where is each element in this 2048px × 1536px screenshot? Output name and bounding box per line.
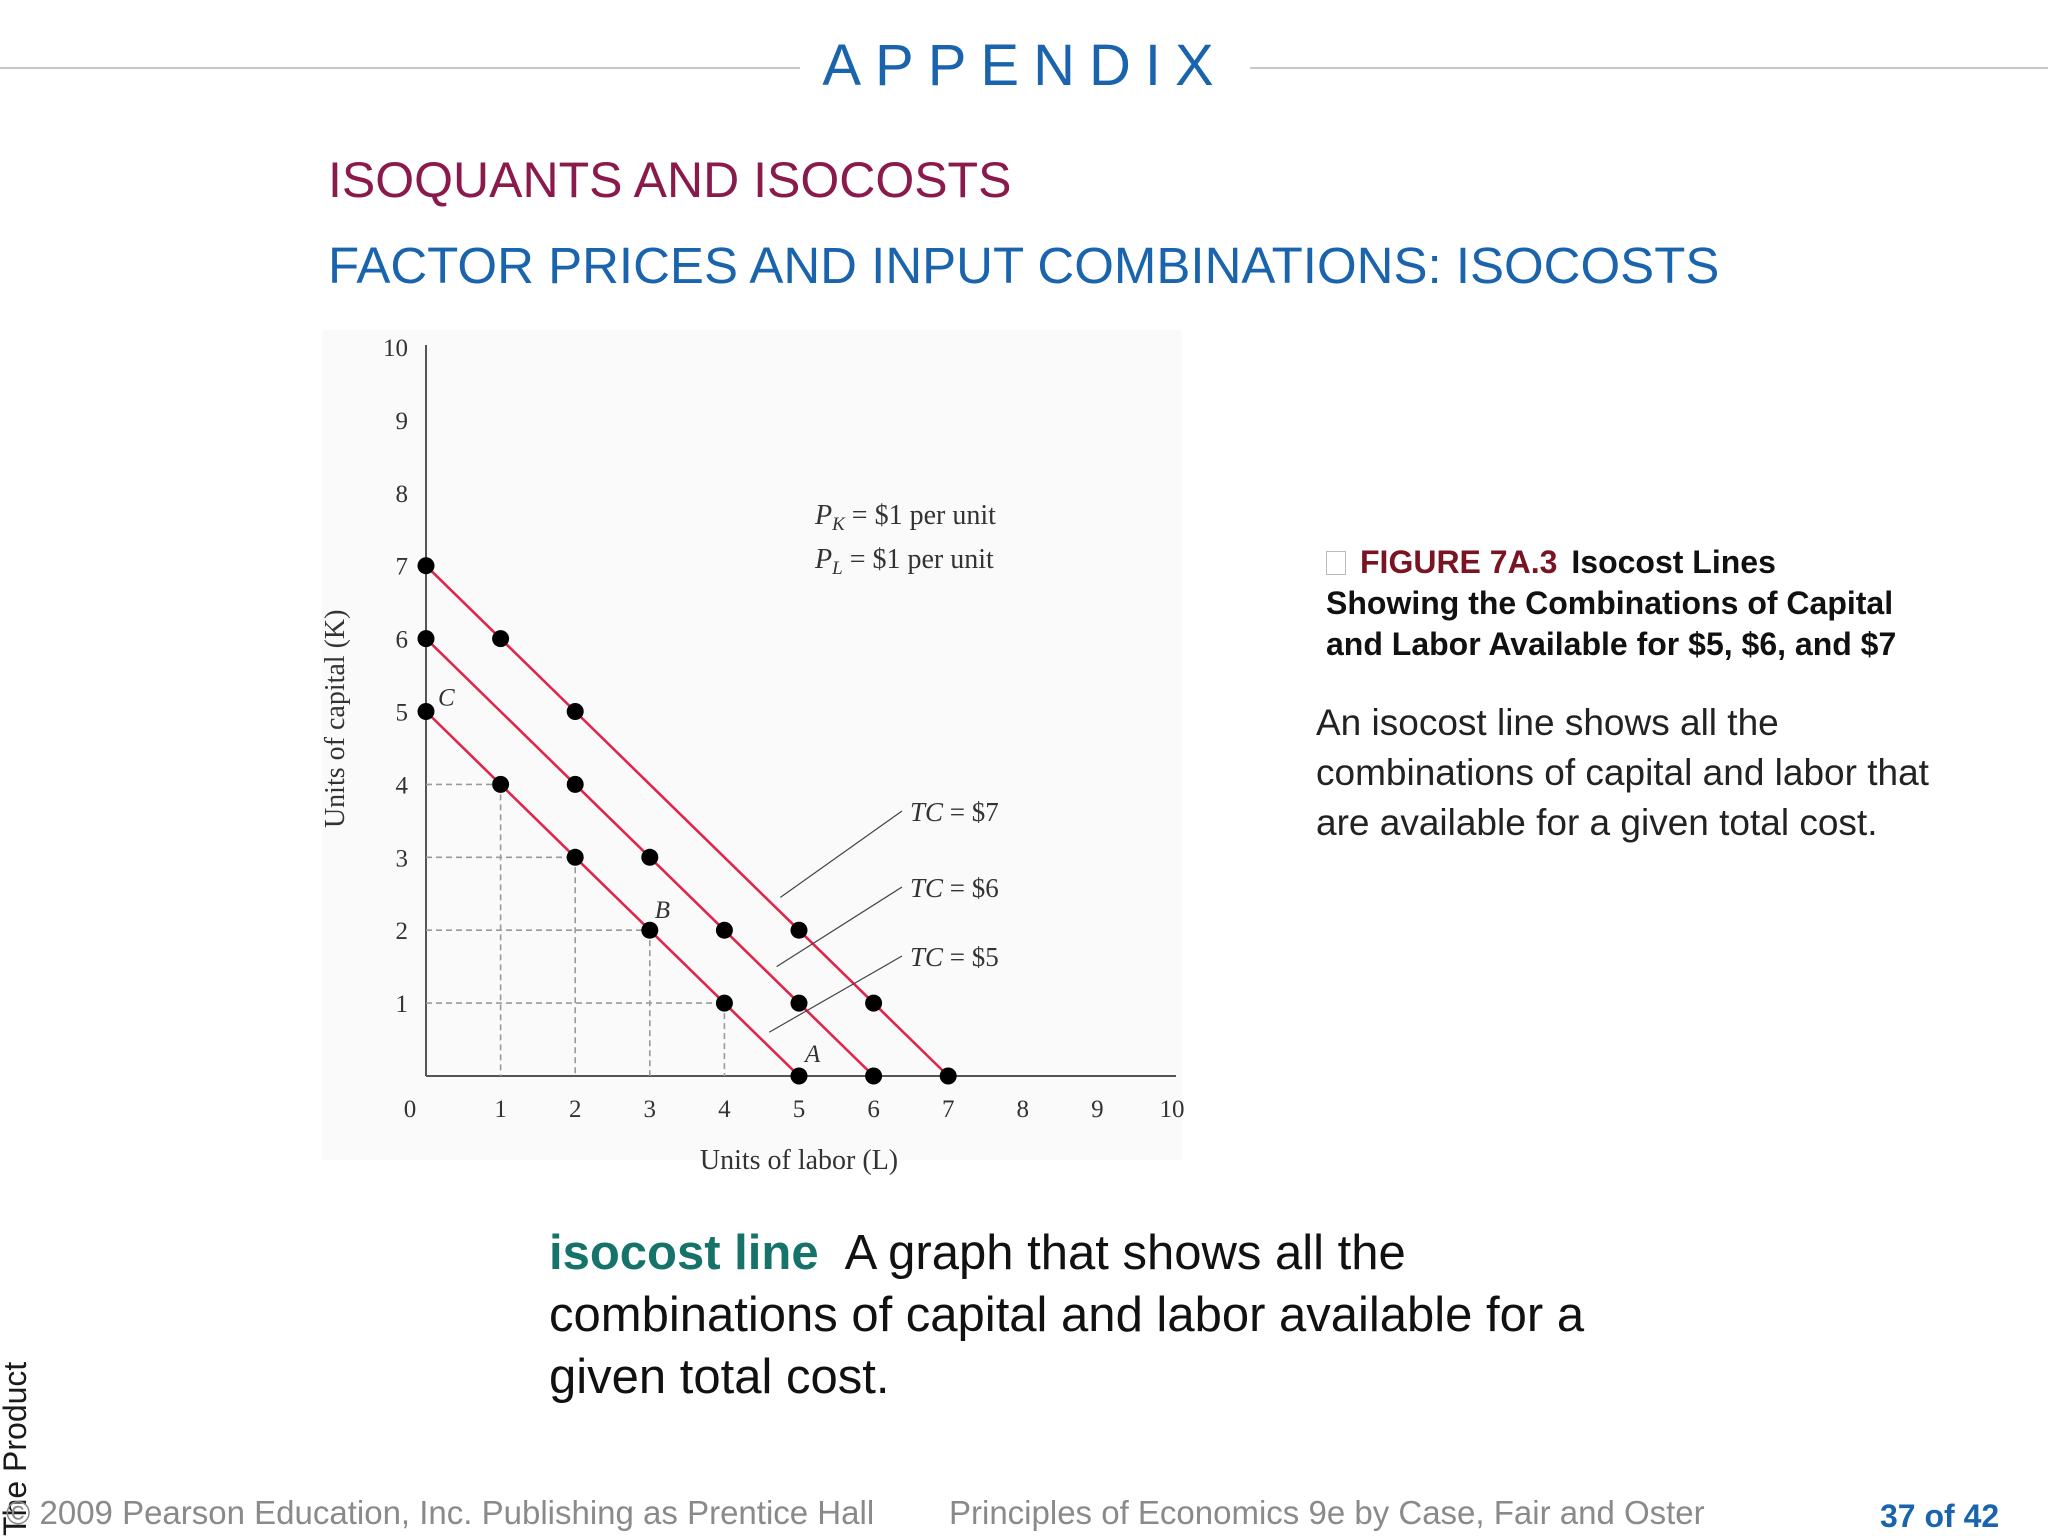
- x-tick-label: 9: [1091, 1096, 1104, 1123]
- data-point: [492, 630, 510, 648]
- y-tick-label: 5: [396, 700, 409, 727]
- isocost-line-2: [425, 710, 800, 1077]
- y-tick-label: 3: [396, 845, 409, 872]
- slide-title: ISOQUANTS AND ISOCOSTS: [328, 152, 1012, 208]
- x-tick-label: 0: [404, 1096, 417, 1123]
- price-label-0: PK = $1 per unit: [814, 500, 996, 535]
- data-point: [790, 921, 808, 939]
- isocost-line-0: [425, 564, 950, 1077]
- slide-subtitle: FACTOR PRICES AND INPUT COMBINATIONS: IS…: [328, 237, 1720, 294]
- y-tick-label: 9: [396, 408, 409, 435]
- figure-description: An isocost line shows all the combinatio…: [1316, 702, 1929, 843]
- y-tick-label: 4: [396, 772, 409, 799]
- data-point: [715, 994, 733, 1012]
- data-point: [641, 921, 659, 939]
- data-point: [417, 557, 435, 575]
- x-tick-label: 3: [644, 1096, 657, 1123]
- data-point: [566, 775, 584, 793]
- x-tick-label: 4: [718, 1096, 731, 1123]
- y-tick-label: 7: [396, 554, 409, 581]
- footer-copyright: © 2009 Pearson Education, Inc. Publishin…: [6, 1494, 875, 1531]
- figure-caption: FIGURE 7A.3 Isocost Lines Showing the Com…: [1326, 542, 2026, 665]
- data-point: [492, 775, 510, 793]
- data-point: [865, 1067, 883, 1085]
- appendix-heading: APPENDIX: [822, 33, 1228, 98]
- x-tick-label: 1: [494, 1096, 507, 1123]
- header-rule-left: [0, 67, 800, 69]
- y-tick-label: 2: [396, 918, 409, 945]
- data-point: [641, 848, 659, 866]
- data-point: [715, 921, 733, 939]
- price-label-1: PL = $1 per unit: [814, 544, 994, 579]
- x-tick-label: 7: [942, 1096, 955, 1123]
- plot-background: [322, 330, 1182, 1160]
- data-point: [417, 703, 435, 720]
- x-axis-label: Units of labor (L): [700, 1145, 898, 1176]
- point-label-B: B: [655, 897, 670, 924]
- data-point: [566, 703, 584, 720]
- footer-book-title: Principles of Economics 9e by Case, Fair…: [949, 1494, 1705, 1531]
- isocost-label-2: TC = $5: [910, 942, 999, 972]
- data-point: [566, 848, 584, 866]
- y-tick-label: 8: [396, 481, 409, 508]
- x-tick-label: 5: [793, 1096, 806, 1123]
- x-tick-label: 10: [1160, 1096, 1185, 1123]
- page-number: 37 of 42: [1880, 1498, 2000, 1534]
- definition-text: A graph that shows all the combinations …: [549, 1226, 1585, 1404]
- isocost-label-0: TC = $7: [910, 797, 999, 827]
- data-point: [790, 994, 808, 1012]
- x-tick-label: 6: [867, 1096, 880, 1123]
- y-tick-label: 10: [383, 335, 408, 362]
- leader-line-2: [768, 955, 903, 1033]
- figure-title-line-1: Isocost Lines: [1571, 544, 1776, 580]
- point-label-C: C: [438, 685, 455, 712]
- definition-term: isocost line: [549, 1226, 819, 1280]
- bullet-box-icon: [1326, 551, 1346, 575]
- figure-title-line-2: Showing the Combinations of Capital: [1326, 585, 1894, 621]
- leader-line-0: [780, 810, 903, 898]
- isocost-label-1: TC = $6: [910, 873, 999, 903]
- data-point: [865, 994, 883, 1012]
- data-point: [417, 630, 435, 648]
- figure-number: FIGURE 7A.3: [1360, 544, 1558, 580]
- x-tick-label: 2: [569, 1096, 582, 1123]
- header-rule-right: [1250, 67, 2048, 69]
- y-axis-label: Units of capital (K): [320, 610, 351, 829]
- data-point: [939, 1067, 957, 1085]
- data-point: [790, 1067, 808, 1085]
- leader-line-1: [776, 886, 903, 968]
- y-tick-label: 1: [396, 991, 409, 1018]
- figure-title-line-3: and Labor Available for $5, $6, and $7: [1326, 626, 1897, 662]
- y-tick-label: 6: [396, 627, 409, 654]
- definition: isocost line A graph that shows all the c…: [549, 1222, 1689, 1408]
- x-tick-label: 8: [1017, 1096, 1030, 1123]
- point-label-A: A: [803, 1041, 821, 1068]
